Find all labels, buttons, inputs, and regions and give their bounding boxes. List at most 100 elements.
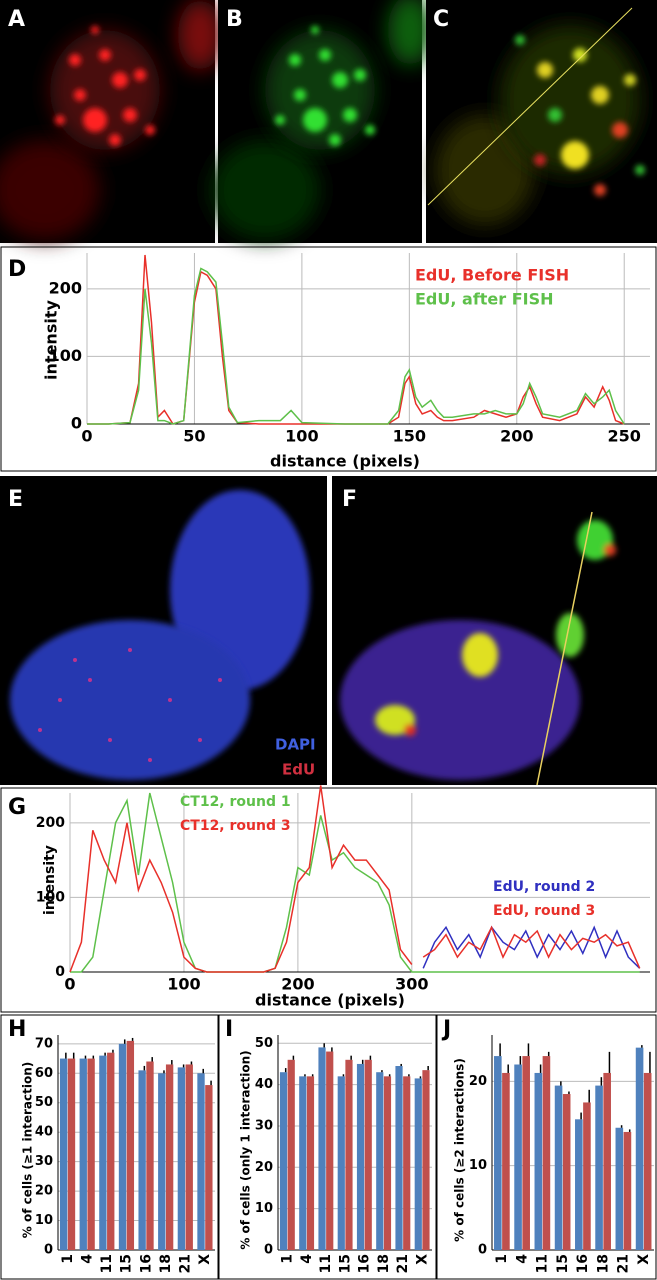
bar [126, 1040, 135, 1250]
x-tick-label: 15 [119, 1254, 135, 1273]
x-tick-label: 16 [357, 1254, 373, 1273]
bar [67, 1058, 76, 1250]
y-tick-label: 60 [35, 1066, 53, 1081]
bar [643, 1072, 652, 1250]
x-tick-label: 11 [535, 1254, 551, 1273]
bar [542, 1056, 551, 1250]
bar [318, 1047, 326, 1250]
image-a [0, 0, 222, 243]
legend-label: EdU, Before FISH [415, 266, 569, 285]
image-legend: DAPI [275, 736, 316, 754]
panel-label: H [8, 1017, 26, 1042]
bar [306, 1076, 315, 1250]
panel-label: D [8, 257, 26, 282]
x-tick-label: 21 [616, 1254, 632, 1273]
panel-label: E [8, 487, 23, 512]
y-tick-label: 50 [255, 1036, 273, 1051]
x-tick-label: 0 [81, 427, 92, 446]
x-tick-label: 100 [167, 975, 200, 994]
y-axis-label: % of cells (only 1 interaction) [239, 1050, 253, 1249]
bar [279, 1072, 288, 1250]
y-tick-label: 100 [49, 346, 82, 365]
x-tick-label: 250 [608, 427, 641, 446]
x-tick-label: 21 [178, 1254, 194, 1273]
bar [299, 1076, 307, 1250]
y-axis-label: % of cells (≥2 interactions) [453, 1058, 467, 1242]
bar [414, 1078, 422, 1250]
panel-frame [0, 246, 657, 472]
y-tick-label: 100 [36, 889, 65, 905]
image-c [426, 0, 657, 243]
legend-label: EdU, after FISH [415, 290, 554, 309]
bar [615, 1127, 624, 1250]
panel-frame [0, 787, 657, 1013]
panel-label: J [441, 1017, 451, 1042]
line [422, 925, 641, 969]
x-tick-label: 1 [494, 1254, 510, 1264]
bar [554, 1085, 563, 1250]
x-axis-label: distance (pixels) [270, 452, 420, 471]
y-axis-label: % of cells (≥1 interaction) [21, 1062, 35, 1239]
x-tick-label: 50 [183, 427, 205, 446]
bar [583, 1102, 591, 1250]
bar [534, 1072, 543, 1250]
bar [205, 1085, 213, 1250]
legend-label: CT12, round 3 [180, 818, 291, 834]
bar [59, 1058, 68, 1250]
y-tick-label: 20 [255, 1160, 273, 1175]
bar [562, 1094, 571, 1250]
y-tick-label: 0 [264, 1243, 273, 1258]
panel-frame [436, 1014, 657, 1280]
bar [158, 1073, 166, 1250]
image-f [332, 476, 657, 786]
image-legend: EdU [282, 761, 315, 779]
line [422, 925, 641, 969]
x-tick-label: 150 [393, 427, 426, 446]
bar [383, 1076, 392, 1250]
panel-label: G [8, 795, 26, 820]
x-tick-label: 18 [376, 1254, 392, 1273]
bar [502, 1072, 510, 1250]
bar [99, 1055, 107, 1250]
bar [107, 1052, 115, 1250]
y-tick-label: 20 [35, 1184, 53, 1199]
panel-frame [218, 1014, 437, 1280]
image-e [0, 476, 327, 785]
x-tick-label: 300 [395, 975, 428, 994]
x-tick-label: 0 [64, 975, 75, 994]
panel-label: B [226, 7, 243, 32]
y-tick-label: 0 [71, 414, 82, 433]
legend-label: EdU, round 3 [493, 903, 595, 919]
bar [603, 1072, 611, 1250]
bar [403, 1076, 411, 1250]
bar [356, 1063, 365, 1250]
x-tick-label: 200 [281, 975, 314, 994]
y-tick-label: 200 [36, 815, 65, 831]
y-tick-label: 30 [35, 1154, 53, 1169]
bar [395, 1066, 403, 1250]
x-tick-label: 11 [99, 1254, 115, 1273]
bar [522, 1056, 530, 1250]
y-tick-label: 20 [469, 1074, 487, 1089]
bar [185, 1064, 193, 1250]
legend-label: EdU, round 2 [493, 879, 595, 895]
y-tick-label: 10 [469, 1158, 487, 1173]
x-tick-label: 4 [514, 1254, 530, 1264]
bar [422, 1070, 430, 1250]
line [87, 267, 625, 425]
x-tick-label: 15 [555, 1254, 571, 1273]
bar [364, 1059, 372, 1250]
x-tick-label: 18 [158, 1254, 174, 1273]
x-tick-label: X [636, 1254, 652, 1265]
line [70, 792, 640, 973]
bar [87, 1058, 95, 1250]
bar [165, 1064, 174, 1250]
x-axis-label: distance (pixels) [255, 991, 405, 1010]
y-tick-label: 70 [35, 1036, 53, 1051]
x-tick-label: 1 [280, 1254, 296, 1264]
y-tick-label: 200 [49, 278, 82, 297]
bar [138, 1070, 146, 1250]
y-tick-label: 50 [35, 1095, 53, 1110]
panel-label: A [8, 7, 25, 32]
